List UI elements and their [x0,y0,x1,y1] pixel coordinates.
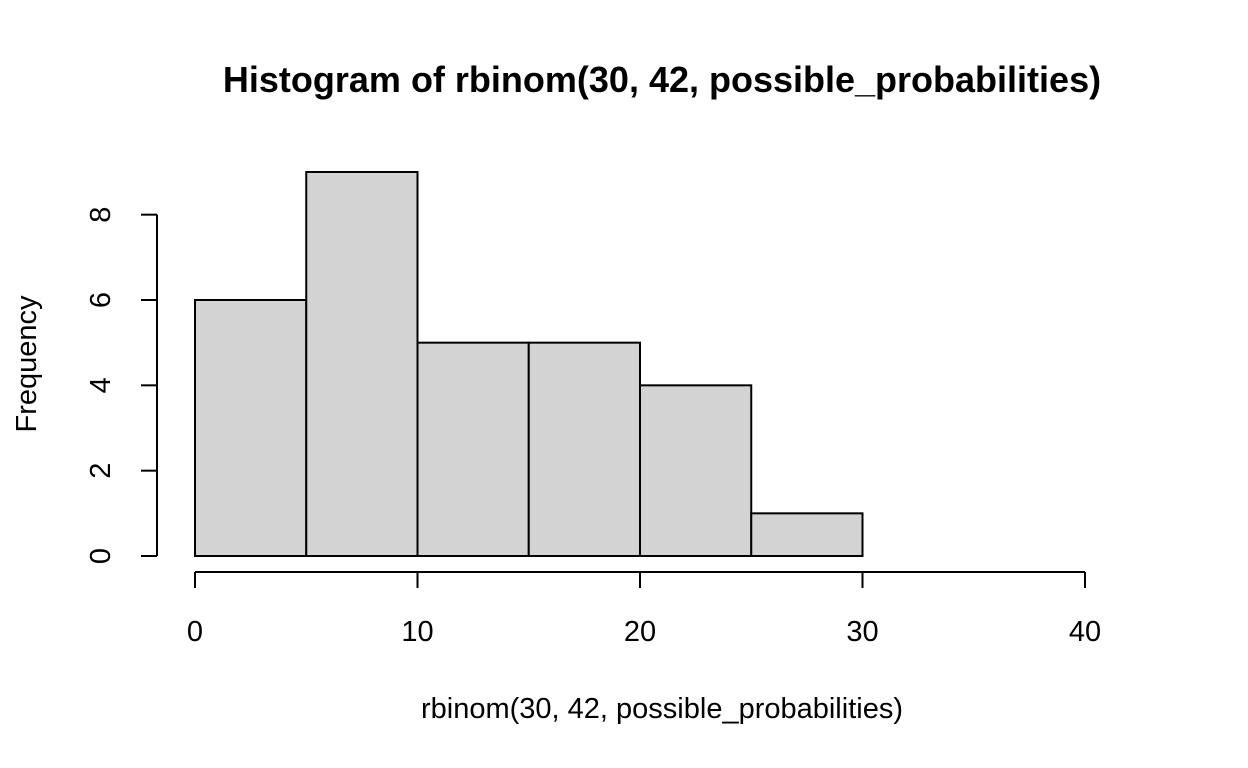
histogram-bar-1 [305,171,419,557]
histogram-bar-0 [194,299,308,557]
bars-group [194,171,864,558]
histogram-bar-5 [750,512,864,557]
y-tick-label: 4 [85,377,117,393]
y-tick-label: 8 [85,207,117,223]
y-axis-label: Frequency [11,295,43,433]
chart-title: Histogram of rbinom(30, 42, possible_pro… [223,59,1101,100]
x-tick-label: 40 [1069,616,1101,648]
y-axis: 0 2 4 6 8 [85,207,158,564]
histogram-bar-4 [639,384,753,558]
histogram-bar-3 [527,341,641,557]
x-tick-label: 0 [187,616,203,648]
y-tick-label: 0 [85,548,117,564]
histogram-bar-2 [416,341,530,557]
x-tick-label: 20 [624,616,656,648]
x-tick-label: 10 [401,616,433,648]
x-axis-label: rbinom(30, 42, possible_probabilities) [421,693,903,725]
y-tick-label: 6 [85,292,117,308]
x-axis: 0 10 20 30 40 [187,571,1101,648]
x-tick-label: 30 [846,616,878,648]
y-tick-label: 2 [85,463,117,479]
